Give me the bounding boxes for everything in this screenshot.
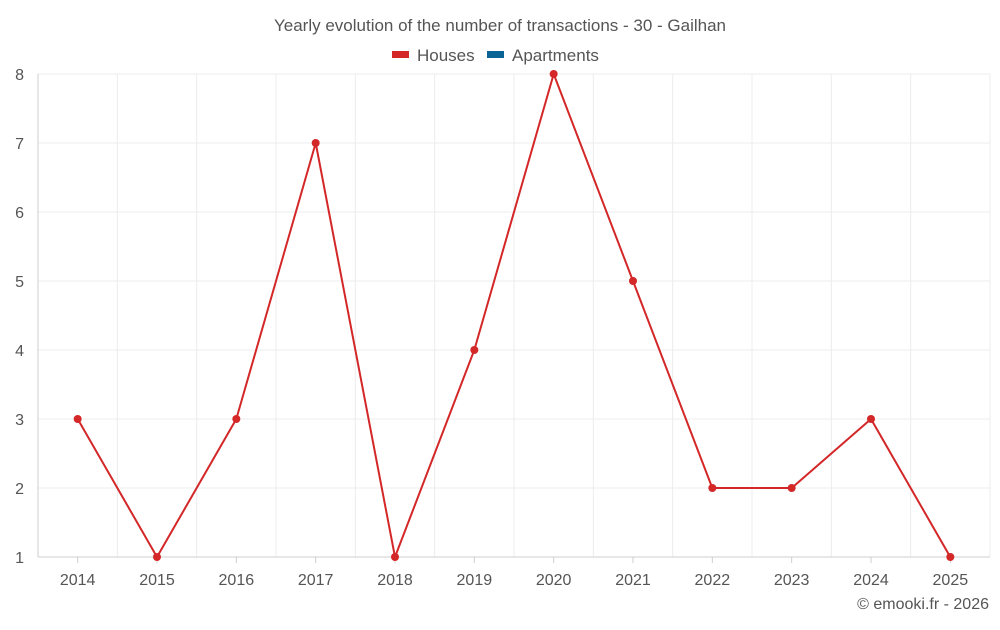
y-tick-label: 1: [15, 550, 24, 567]
legend-item-apartments[interactable]: Apartments: [487, 46, 599, 65]
data-point-houses-2015[interactable]: [153, 553, 161, 561]
legend-swatch-apartments: [487, 51, 504, 58]
y-tick-label: 8: [15, 67, 24, 84]
y-tick-label: 4: [15, 343, 24, 360]
data-point-houses-2014[interactable]: [73, 415, 82, 423]
data-point-houses-2021[interactable]: [629, 277, 637, 285]
credit-text: © emooki.fr - 2026: [857, 596, 989, 613]
x-tick-label: 2014: [60, 572, 96, 589]
y-tick-label: 5: [15, 274, 24, 291]
x-tick-label: 2021: [615, 572, 651, 589]
legend-swatch-houses: [392, 51, 409, 58]
legend-label-apartments: Apartments: [512, 46, 599, 65]
x-tick-label: 2024: [853, 572, 889, 589]
axes: [37, 74, 990, 558]
y-axis-ticks: 1 2 3 4 5 6 7 8: [15, 67, 24, 567]
data-point-houses-2022[interactable]: [708, 484, 717, 492]
y-tick-label: 3: [15, 412, 24, 429]
data-point-houses-2025[interactable]: [946, 553, 955, 561]
data-point-houses-2024[interactable]: [867, 415, 875, 423]
x-tick-label: 2025: [933, 572, 969, 589]
chart-title: Yearly evolution of the number of transa…: [274, 16, 726, 35]
series-line-houses: [76, 73, 952, 558]
data-point-houses-2023[interactable]: [787, 484, 796, 492]
data-point-houses-2016[interactable]: [232, 415, 241, 423]
data-point-houses-2020[interactable]: [549, 70, 558, 78]
legend: Houses Apartments: [392, 46, 599, 65]
x-tick-label: 2022: [695, 572, 731, 589]
y-tick-label: 2: [15, 481, 24, 498]
y-tick-label: 7: [15, 136, 24, 153]
x-tick-label: 2023: [774, 572, 810, 589]
gridlines: [37, 73, 991, 558]
x-tick-label: 2017: [298, 572, 334, 589]
data-point-houses-2017[interactable]: [311, 139, 320, 147]
legend-label-houses: Houses: [417, 46, 475, 65]
legend-item-houses[interactable]: Houses: [392, 46, 475, 65]
x-tick-label: 2016: [219, 572, 255, 589]
x-tick-label: 2015: [139, 572, 175, 589]
x-tick-label: 2019: [457, 572, 493, 589]
x-axis-ticks: 2014 2015 2016 2017 2018 2019 2020 2021 2022 2023…: [60, 557, 968, 589]
x-tick-label: 2018: [377, 572, 413, 589]
x-tick-label: 2020: [536, 572, 572, 589]
y-tick-label: 6: [15, 205, 24, 222]
series-layer: [73, 70, 955, 561]
data-point-houses-2018[interactable]: [391, 553, 399, 561]
data-point-houses-2019[interactable]: [470, 346, 479, 354]
